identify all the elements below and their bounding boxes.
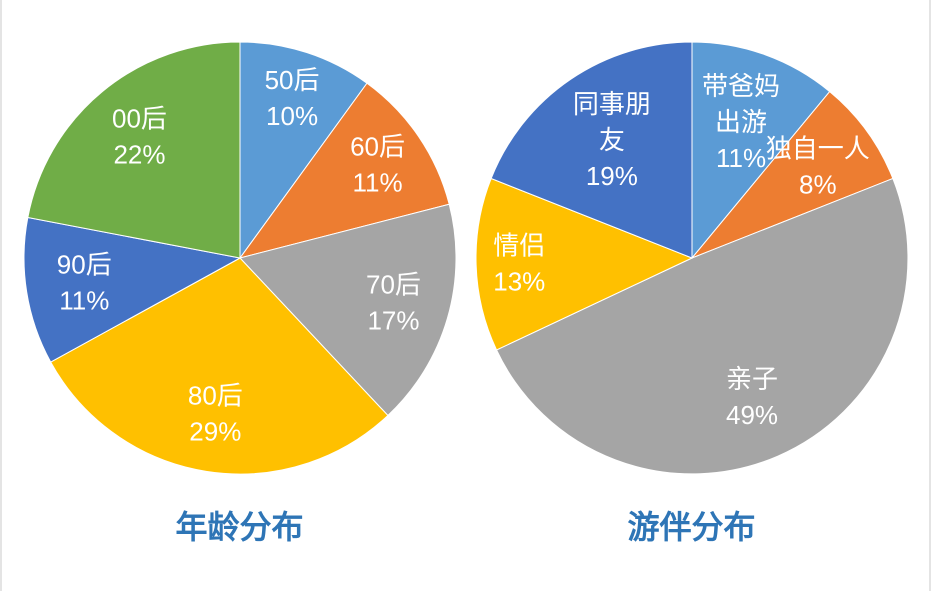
pie-slice — [49, 257, 389, 475]
pie-slice — [691, 90, 893, 259]
pie-slice-label: 80后 29% — [187, 381, 242, 447]
pie-slice — [239, 41, 368, 260]
pie-slice — [238, 82, 450, 259]
charts-row: 50后 10% 60后 11% 70后 17% 80后 29% 90后 11% 00后 22% 年龄分… — [2, 0, 929, 548]
pie-slice-label: 60后 11% — [350, 132, 405, 198]
pie-slice — [490, 41, 692, 259]
age-distribution-pie: 50后 10% 60后 11% 70后 17% 80后 29% 90后 11% 00后 22% — [23, 41, 456, 475]
pie-slice-label: 带爸妈出游 11% — [702, 71, 780, 173]
companion-distribution-pie: 带爸妈出游 11% 独自一人 8% 亲子 49% 情侣 13% 同事朋友 19% — [475, 41, 908, 475]
pie-slice-label: 90后 11% — [56, 250, 111, 316]
pie-slice-label: 独自一人 8% — [765, 134, 869, 200]
pie-slice-label: 亲子 49% — [726, 364, 778, 430]
pie-slice — [475, 177, 693, 351]
pie-slice — [238, 203, 456, 417]
pie-slice — [691, 41, 830, 260]
pie-slice — [23, 216, 241, 363]
pie-slice-label: 同事朋友 19% — [572, 89, 650, 191]
pie-slice-label: 50后 10% — [264, 65, 319, 131]
pie-slice-label: 00后 22% — [112, 104, 167, 170]
pie-slice-label: 情侣 13% — [493, 230, 545, 296]
companion-distribution-title: 游伴分布 — [627, 509, 756, 545]
pie-slice — [495, 177, 908, 475]
age-distribution-chart: 50后 10% 60后 11% 70后 17% 80后 29% 90后 11% 00后 22% 年龄分… — [14, 0, 466, 548]
age-distribution-title: 年龄分布 — [175, 509, 304, 545]
companion-distribution-chart: 带爸妈出游 11% 独自一人 8% 亲子 49% 情侣 13% 同事朋友 19% 游伴分布 — [466, 0, 918, 548]
pie-slice — [26, 41, 240, 259]
pie-slice-label: 70后 17% — [366, 270, 421, 336]
